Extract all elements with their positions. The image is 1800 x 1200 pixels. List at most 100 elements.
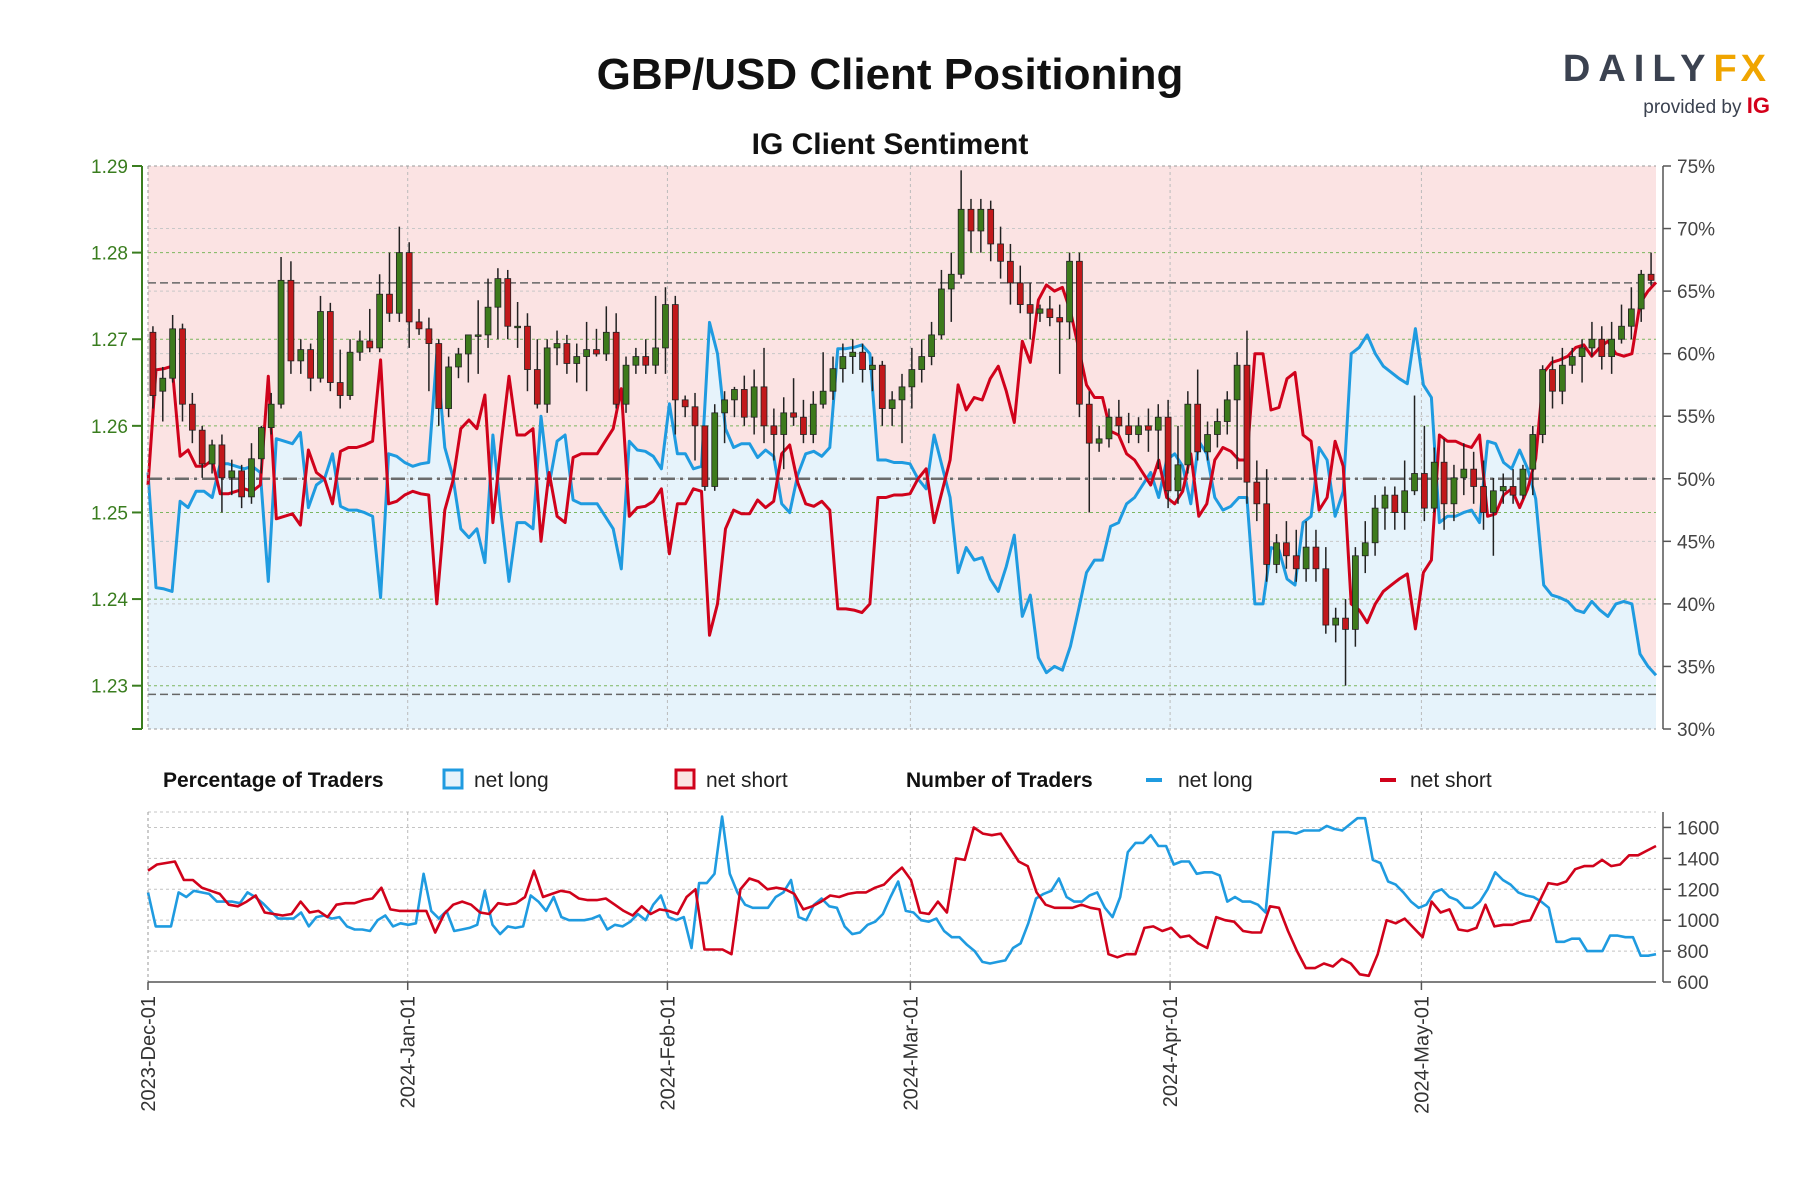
candle-body bbox=[228, 470, 236, 479]
candle-body bbox=[1470, 468, 1478, 487]
traders-net-short-line bbox=[147, 826, 1657, 978]
candle bbox=[839, 343, 847, 383]
candle-body bbox=[928, 334, 935, 357]
candle bbox=[701, 425, 709, 491]
percent-tick-label: 50% bbox=[1677, 470, 1715, 491]
candle bbox=[691, 392, 699, 461]
candle-body bbox=[336, 382, 344, 396]
candle-body bbox=[938, 288, 945, 336]
candle bbox=[1115, 399, 1123, 435]
candle-body bbox=[455, 353, 462, 368]
candle-body bbox=[464, 334, 472, 355]
candle bbox=[1509, 469, 1517, 504]
candle bbox=[149, 326, 157, 409]
percent-tick-label: 65% bbox=[1677, 282, 1715, 303]
traders-tick-label: 600 bbox=[1677, 973, 1709, 994]
date-tick-label: 2024-Jan-01 bbox=[398, 996, 420, 1108]
candle-body bbox=[977, 208, 985, 232]
candle bbox=[1499, 473, 1507, 504]
candle-body bbox=[1332, 617, 1340, 626]
candle-body bbox=[878, 364, 886, 409]
candle-body bbox=[1559, 364, 1566, 392]
candle-body bbox=[474, 334, 482, 337]
candle bbox=[248, 443, 255, 504]
candle bbox=[356, 330, 364, 361]
price-tick-label: 1.27 bbox=[91, 330, 128, 351]
candle bbox=[1273, 534, 1280, 574]
candle-body bbox=[967, 208, 975, 232]
candle bbox=[809, 391, 817, 444]
candle bbox=[612, 313, 620, 409]
legend-pct-long: net long bbox=[474, 769, 549, 792]
candle-body bbox=[1253, 481, 1261, 505]
candle-body bbox=[1174, 464, 1182, 492]
candle bbox=[770, 408, 778, 461]
candle-body bbox=[277, 279, 285, 405]
candle-body bbox=[287, 279, 295, 362]
candle-body bbox=[386, 293, 393, 314]
candle bbox=[652, 295, 659, 374]
candle-body bbox=[711, 412, 719, 487]
candle-body bbox=[1095, 438, 1103, 444]
logo-provided-by: provided by IG bbox=[1500, 93, 1770, 119]
candle bbox=[947, 252, 955, 322]
candle-body bbox=[721, 399, 728, 414]
candle bbox=[1450, 464, 1458, 522]
candle bbox=[632, 347, 640, 374]
candle-body bbox=[484, 306, 492, 336]
candle bbox=[888, 391, 896, 426]
candle-body bbox=[1628, 308, 1635, 327]
candle-body bbox=[1164, 416, 1172, 492]
main-panel-axes: 1.23 1.24 1.25 1.26 1.27 1.28 1.29 30% 35% 40% 45%… bbox=[91, 157, 1715, 741]
candle-body bbox=[997, 243, 1004, 262]
candle bbox=[1026, 282, 1034, 340]
candle bbox=[1559, 347, 1566, 405]
candle-body bbox=[740, 389, 748, 418]
candle bbox=[366, 308, 374, 353]
candle bbox=[1430, 447, 1438, 513]
candle bbox=[1105, 408, 1113, 448]
price-tick-label: 1.28 bbox=[91, 244, 128, 265]
percent-tick-label: 60% bbox=[1677, 345, 1715, 366]
candle bbox=[563, 334, 571, 374]
candle-body bbox=[691, 406, 699, 427]
date-tick-label: 2023-Dec-01 bbox=[138, 996, 160, 1112]
candle-body bbox=[671, 304, 679, 401]
candle-body bbox=[1194, 403, 1202, 453]
candle-body bbox=[415, 321, 423, 330]
net-short-percentage-line bbox=[146, 281, 1658, 637]
candle-body bbox=[366, 340, 374, 349]
candle bbox=[829, 356, 837, 400]
candle-body bbox=[188, 403, 196, 431]
candle-body bbox=[1233, 364, 1241, 401]
traders-net-long-line bbox=[146, 815, 1657, 965]
dailyfx-logo: DAILYFX provided by IG bbox=[1500, 48, 1770, 119]
candle bbox=[1568, 347, 1576, 374]
traders-tick-label: 800 bbox=[1677, 942, 1709, 963]
candle bbox=[1480, 460, 1487, 530]
main-panel-background bbox=[148, 166, 1656, 729]
date-tick-label: 2024-May-01 bbox=[1411, 996, 1433, 1114]
legend-num-short: net short bbox=[1410, 769, 1492, 792]
candle-body bbox=[445, 366, 452, 409]
candle-body bbox=[494, 278, 502, 308]
candle bbox=[1342, 599, 1349, 686]
candle bbox=[681, 395, 689, 418]
candle-body bbox=[829, 368, 837, 392]
candle-body bbox=[1184, 403, 1192, 466]
candle bbox=[1174, 425, 1182, 504]
candle-body bbox=[1588, 338, 1596, 349]
traders-tick-label: 1400 bbox=[1677, 849, 1719, 870]
candle bbox=[878, 360, 886, 426]
candle bbox=[208, 439, 216, 474]
candle bbox=[405, 242, 413, 348]
candle-body bbox=[1214, 421, 1221, 435]
candle bbox=[524, 313, 531, 392]
candle-body bbox=[257, 427, 265, 460]
chart-title: GBP/USD Client Positioning bbox=[596, 50, 1184, 99]
logo-daily: DAILY bbox=[1562, 48, 1714, 90]
percent-tick-label: 55% bbox=[1677, 407, 1715, 428]
price-candles bbox=[149, 170, 1655, 686]
candle bbox=[415, 308, 423, 335]
candle bbox=[1618, 304, 1625, 344]
